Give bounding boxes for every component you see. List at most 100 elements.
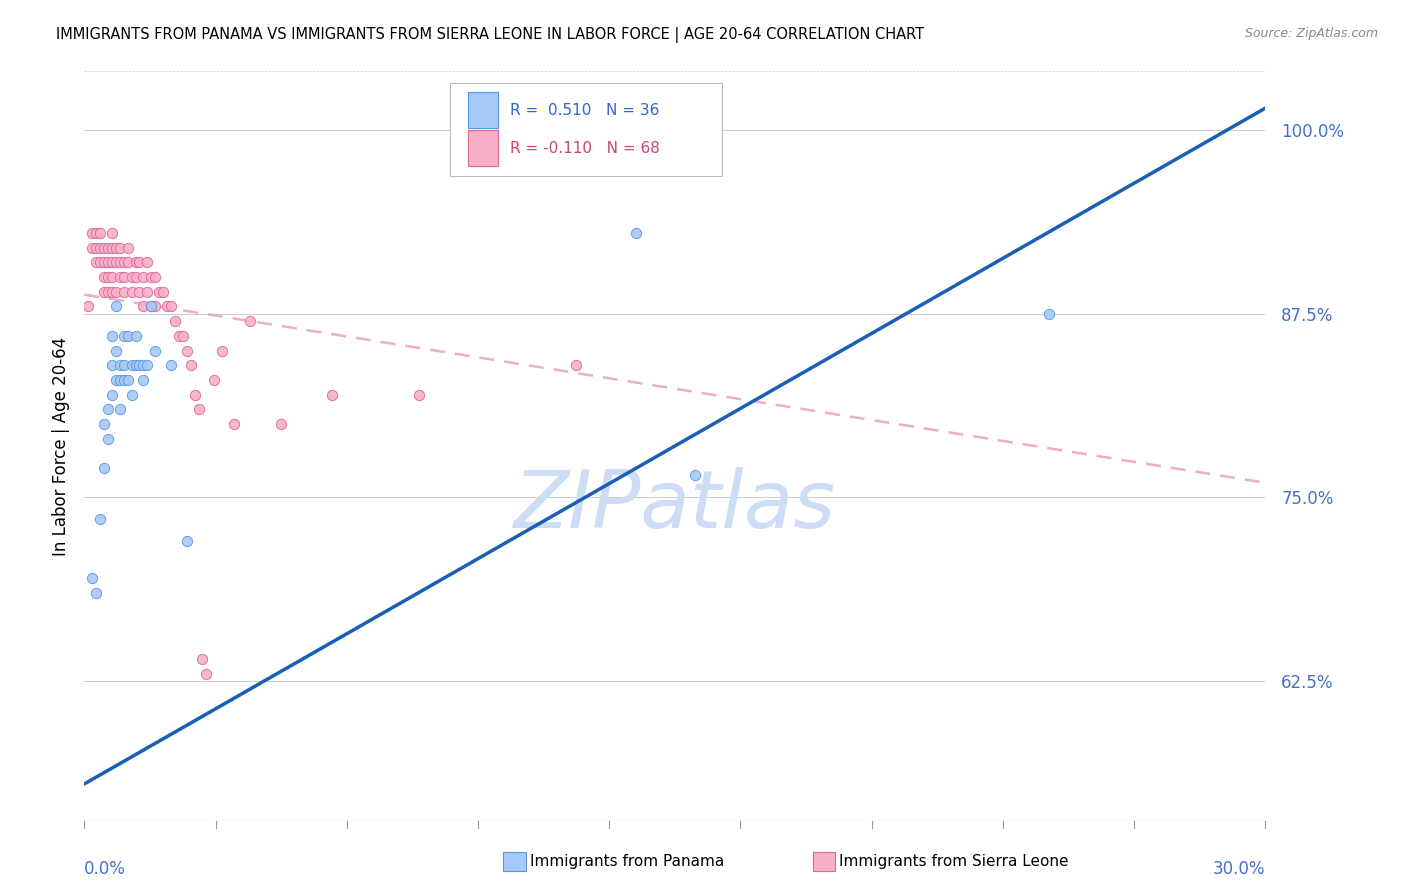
Text: Immigrants from Sierra Leone: Immigrants from Sierra Leone (839, 855, 1069, 869)
Point (132, 358, 155, 372)
Point (683, 468, 706, 483)
Point (82, 241, 104, 255)
Point (84, 255, 107, 269)
FancyBboxPatch shape (450, 83, 723, 177)
Point (93, 241, 115, 255)
Point (97, 241, 120, 255)
Point (132, 300, 155, 314)
Point (101, 226, 124, 240)
Point (408, 387, 430, 401)
Point (101, 241, 124, 255)
Point (97, 285, 120, 299)
Point (121, 285, 143, 299)
Point (89, 512, 111, 526)
Point (89, 226, 111, 240)
Point (101, 255, 124, 269)
Bar (468, 93, 498, 128)
Point (321, 387, 343, 401)
Point (148, 285, 170, 299)
Point (93, 285, 115, 299)
Point (97, 255, 120, 269)
Point (121, 270, 143, 285)
Point (152, 285, 174, 299)
Point (93, 461, 115, 475)
Point (108, 402, 131, 417)
Point (195, 666, 218, 681)
Point (124, 328, 146, 343)
Point (101, 328, 124, 343)
Y-axis label: In Labor Force | Age 20-64: In Labor Force | Age 20-64 (52, 336, 70, 556)
Point (104, 343, 127, 358)
Point (112, 373, 135, 387)
Point (82, 226, 104, 240)
Point (124, 270, 146, 285)
Point (124, 358, 146, 372)
Point (117, 255, 139, 269)
Point (136, 285, 159, 299)
Point (202, 373, 225, 387)
Text: ZIPatlas: ZIPatlas (513, 467, 837, 545)
Point (141, 300, 163, 314)
Text: 0.0%: 0.0% (84, 860, 127, 878)
Point (128, 358, 150, 372)
Point (160, 300, 183, 314)
Point (77, 300, 100, 314)
Point (270, 417, 292, 431)
Point (93, 255, 115, 269)
Point (82, 571, 104, 585)
Point (104, 300, 127, 314)
Text: R = -0.110   N = 68: R = -0.110 N = 68 (509, 141, 659, 156)
Point (143, 300, 166, 314)
Point (128, 285, 150, 299)
Point (156, 300, 179, 314)
Point (108, 270, 131, 285)
Bar (468, 130, 498, 167)
Point (1038, 307, 1060, 321)
Point (97, 432, 120, 446)
Point (172, 328, 194, 343)
Point (117, 241, 139, 255)
Point (141, 270, 163, 285)
Point (93, 417, 115, 431)
Point (112, 358, 135, 372)
Point (104, 241, 127, 255)
Point (121, 387, 143, 401)
Point (104, 285, 127, 299)
Point (124, 255, 146, 269)
Point (222, 417, 245, 431)
Point (187, 402, 209, 417)
Point (180, 358, 202, 372)
Text: IMMIGRANTS FROM PANAMA VS IMMIGRANTS FROM SIERRA LEONE IN LABOR FORCE | AGE 20-6: IMMIGRANTS FROM PANAMA VS IMMIGRANTS FRO… (56, 27, 924, 43)
Point (108, 358, 131, 372)
Point (143, 343, 166, 358)
Point (128, 255, 150, 269)
Point (624, 226, 647, 240)
Point (101, 387, 124, 401)
Point (108, 255, 131, 269)
Text: 30.0%: 30.0% (1213, 860, 1265, 878)
Point (108, 241, 131, 255)
Point (141, 300, 163, 314)
Point (167, 328, 190, 343)
Point (132, 373, 155, 387)
Point (108, 373, 131, 387)
Point (89, 255, 111, 269)
Point (183, 387, 205, 401)
Point (160, 358, 183, 372)
Point (112, 328, 135, 343)
Point (104, 255, 127, 269)
Point (101, 358, 124, 372)
Point (112, 270, 135, 285)
Point (112, 255, 135, 269)
Point (136, 358, 159, 372)
Point (132, 270, 155, 285)
Point (84, 226, 107, 240)
Point (97, 270, 120, 285)
Point (89, 241, 111, 255)
Point (136, 255, 159, 269)
Point (239, 314, 262, 328)
Point (101, 270, 124, 285)
Point (176, 534, 198, 549)
Point (104, 373, 127, 387)
Point (117, 373, 139, 387)
